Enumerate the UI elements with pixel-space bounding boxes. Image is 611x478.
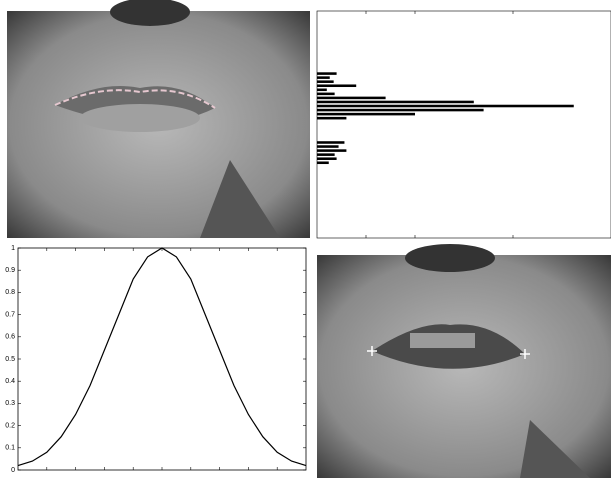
bar [317, 93, 335, 96]
photo-lips-edges [7, 0, 310, 238]
bar [317, 161, 329, 164]
bar [317, 157, 337, 160]
bar [317, 145, 339, 148]
bar [317, 153, 335, 156]
y-tick-label: 0.3 [5, 400, 15, 407]
y-tick-label: 0.9 [5, 267, 15, 274]
bar [317, 84, 356, 87]
y-tick-label: 0.4 [5, 378, 15, 385]
bar [317, 97, 386, 100]
y-tick-label: 0.1 [5, 445, 15, 452]
y-tick-label: 0.6 [5, 334, 15, 341]
bar [317, 72, 337, 75]
y-tick-label: 0 [11, 467, 15, 474]
bar [317, 76, 330, 79]
bar [317, 113, 415, 116]
photo-lips-corners [317, 244, 611, 478]
bar [317, 109, 484, 112]
y-tick-label: 0.2 [5, 422, 15, 429]
y-tick-label: 0.5 [5, 356, 15, 363]
histogram-frame [317, 11, 611, 238]
bar [317, 117, 346, 120]
y-tick-label: 0.7 [5, 311, 15, 318]
bar [317, 101, 474, 104]
figure: 0 0.1 0.2 0.3 0.4 0.5 0.6 0.7 0.8 0.9 1 [0, 0, 611, 478]
y-tick-label: 1 [11, 245, 15, 252]
bar [317, 89, 327, 92]
bar [317, 141, 344, 144]
bar [317, 105, 574, 108]
bar [317, 80, 334, 83]
bar [317, 149, 346, 152]
y-tick-label: 0.8 [5, 289, 15, 296]
